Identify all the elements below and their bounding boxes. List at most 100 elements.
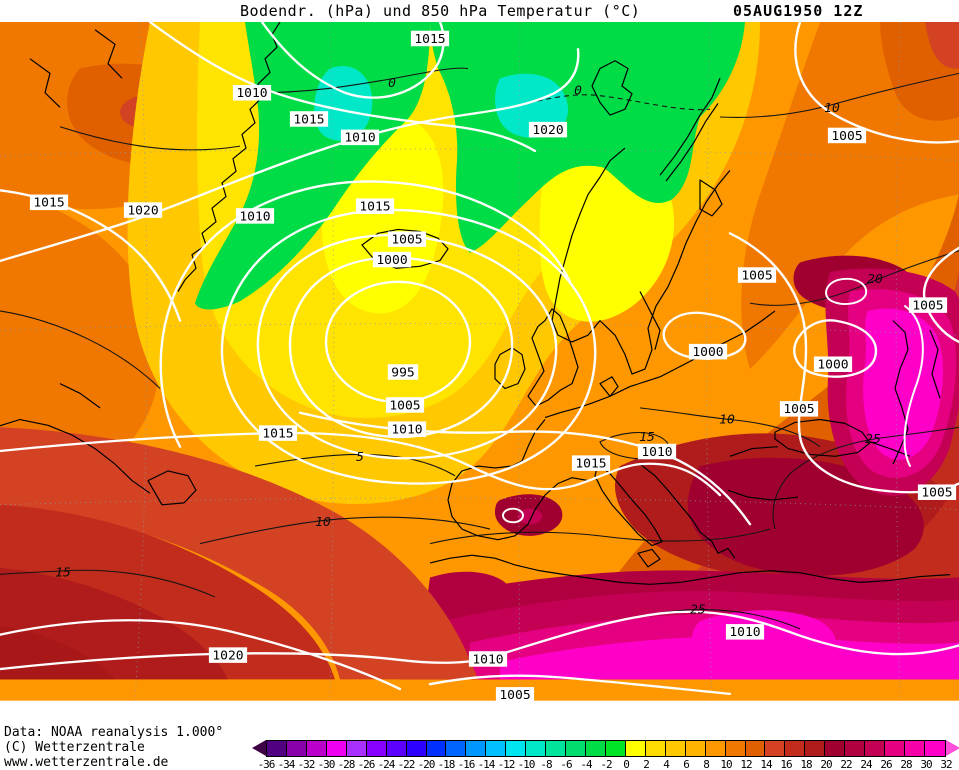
svg-text:1015: 1015 xyxy=(262,427,293,442)
svg-text:1005: 1005 xyxy=(741,269,772,284)
isotherm-label: 0 xyxy=(574,84,582,99)
pressure-label: 1010 xyxy=(235,208,275,224)
colorbar-tick: 14 xyxy=(760,758,772,770)
colorbar-tick: -36 xyxy=(257,758,276,770)
weather-map: 0 0 10 20 25 10 15 5 10 15 25 1015 1010 1015 1010 1020… xyxy=(0,22,959,723)
colorbar-tick: 2 xyxy=(643,758,650,770)
colorbar-tick: 30 xyxy=(920,758,932,770)
colorbar-tick: -28 xyxy=(337,758,356,770)
svg-text:1010: 1010 xyxy=(236,86,267,101)
colorbar-tick: -10 xyxy=(517,758,536,770)
svg-text:1015: 1015 xyxy=(414,32,445,47)
colorbar-cell xyxy=(625,741,646,756)
pressure-label: 1005 xyxy=(908,297,948,314)
colorbar-tick: 18 xyxy=(800,758,812,770)
isobar-contours xyxy=(0,22,959,696)
colorbar-cell xyxy=(905,741,925,756)
colorbar-cell xyxy=(366,741,387,756)
svg-text:1005: 1005 xyxy=(921,486,952,501)
isotherm-label: 10 xyxy=(824,101,840,116)
colorbar-cell xyxy=(805,741,826,756)
pressure-label: 1015 xyxy=(355,198,395,215)
colorbar-cell xyxy=(645,741,666,756)
colorbar-tick: -30 xyxy=(317,758,336,770)
colorbar-cell xyxy=(386,741,407,756)
pressure-label: 1020 xyxy=(528,121,568,138)
colorbar-cell xyxy=(605,741,626,756)
colorbar-cell xyxy=(406,741,427,756)
svg-text:1015: 1015 xyxy=(293,112,324,127)
colorbar-tick: -20 xyxy=(417,758,436,770)
colorbar-tick: -4 xyxy=(580,758,592,770)
colorbar-cell xyxy=(825,741,846,756)
svg-text:1000: 1000 xyxy=(376,253,407,268)
colorbar-tick: 24 xyxy=(860,758,872,770)
colorbar-cell xyxy=(785,741,806,756)
colorbar-cell xyxy=(685,741,706,756)
colorbar-cell xyxy=(326,741,347,756)
pressure-label: 1015 xyxy=(571,455,611,472)
colorbar-tick: 20 xyxy=(820,758,832,770)
svg-text:1005: 1005 xyxy=(391,233,422,248)
pressure-label: 1015 xyxy=(29,194,69,211)
svg-text:1010: 1010 xyxy=(391,423,422,438)
colorbar-cell xyxy=(526,741,547,756)
colorbar-cell xyxy=(845,741,866,756)
svg-text:1005: 1005 xyxy=(783,402,814,417)
colorbar-cell xyxy=(586,741,606,756)
colorbar-tick: -34 xyxy=(277,758,296,770)
pressure-label: 1010 xyxy=(468,651,508,667)
pressure-label: 1005 xyxy=(387,231,427,248)
colorbar-cell xyxy=(546,741,567,756)
colorbar-cell xyxy=(306,741,327,756)
pressure-label: 1005 xyxy=(827,127,867,144)
isotherm-label: 20 xyxy=(867,272,883,287)
isotherm-label: 15 xyxy=(55,566,71,581)
svg-text:1005: 1005 xyxy=(831,129,862,144)
isotherm-label: 25 xyxy=(690,603,706,618)
colorbar-tick: -2 xyxy=(600,758,612,770)
colorbar-cell xyxy=(446,741,467,756)
footer: Data: NOAA reanalysis 1.000° (C) Wetterz… xyxy=(0,722,959,770)
svg-text:1020: 1020 xyxy=(212,649,243,664)
isotherm-contours xyxy=(0,67,959,630)
svg-text:1010: 1010 xyxy=(344,131,375,146)
pressure-label: 1015 xyxy=(258,425,298,442)
colorbar-tick: 22 xyxy=(840,758,852,770)
pressure-label: 1015 xyxy=(289,111,329,127)
isotherm-label: 10 xyxy=(315,515,331,530)
pressure-label: 1005 xyxy=(779,401,819,417)
colorbar-cell xyxy=(286,741,307,756)
colorbar-tick: 12 xyxy=(740,758,752,770)
colorbar-tick: -8 xyxy=(540,758,552,770)
colorbar-cell xyxy=(506,741,527,756)
svg-text:1015: 1015 xyxy=(575,457,606,472)
svg-text:1020: 1020 xyxy=(127,204,158,219)
pressure-label: 1000 xyxy=(813,356,853,373)
colorbar-tick: -32 xyxy=(297,758,316,770)
map-title: Bodendr. (hPa) und 850 hPa Temperatur (°… xyxy=(240,2,641,20)
colorbar-tick: 26 xyxy=(880,758,892,770)
colorbar-tick: -16 xyxy=(457,758,476,770)
colorbar-cell xyxy=(267,741,287,756)
colorbar-tick: -12 xyxy=(497,758,516,770)
title-bar: Bodendr. (hPa) und 850 hPa Temperatur (°… xyxy=(0,0,959,22)
colorbar-tick: 6 xyxy=(683,758,690,770)
pressure-label: 1005 xyxy=(495,687,535,703)
svg-text:1005: 1005 xyxy=(912,299,943,314)
svg-text:1005: 1005 xyxy=(389,398,420,413)
pressure-label: 995 xyxy=(387,364,419,380)
svg-text:1015: 1015 xyxy=(33,196,64,211)
colorbar-cell xyxy=(426,741,447,756)
isotherm-label: 10 xyxy=(719,413,735,428)
pressure-label: 1010 xyxy=(340,129,380,146)
pressure-label: 1000 xyxy=(372,251,412,268)
pressure-label: 1010 xyxy=(725,624,765,640)
pressure-label: 1015 xyxy=(410,30,450,47)
isotherm-label: 15 xyxy=(639,430,655,445)
colorbar-tick: -6 xyxy=(560,758,572,770)
pressure-label: 1010 xyxy=(387,421,427,438)
colorbar-tick: -26 xyxy=(357,758,376,770)
isotherm-label: 25 xyxy=(865,432,881,447)
colorbar-cell xyxy=(486,741,507,756)
